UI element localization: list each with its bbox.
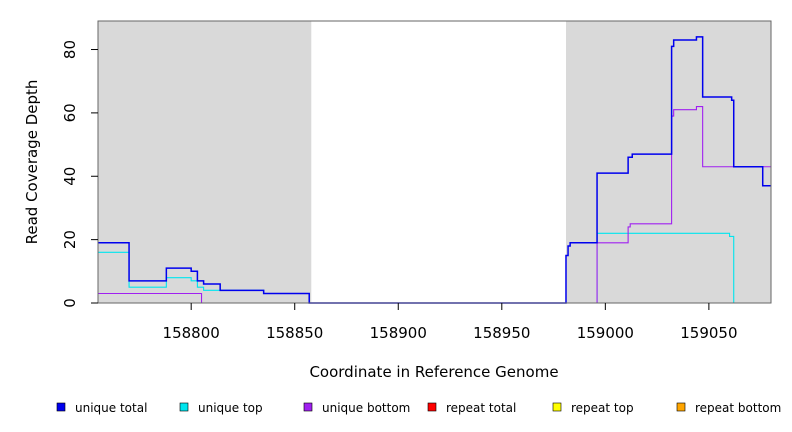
legend-item-repeat-bottom: repeat bottom (676, 401, 781, 415)
x-tick-label: 158800 (163, 324, 220, 342)
legend-label: repeat total (446, 401, 516, 415)
x-tick-label: 159050 (680, 324, 737, 342)
legend-item-unique-total: unique total (56, 401, 147, 415)
legend-item-unique-bottom: unique bottom (303, 401, 410, 415)
legend: unique total unique top unique bottom repea… (56, 401, 781, 415)
x-tick-label: 159000 (577, 324, 634, 342)
y-tick-label: 80 (61, 40, 79, 59)
y-tick-label: 20 (61, 230, 79, 249)
x-axis: 158800 158850 158900 158950 159000 159050 (163, 303, 738, 342)
legend-label: repeat top (571, 401, 634, 415)
legend-swatch (427, 402, 437, 412)
legend-label: repeat bottom (695, 401, 781, 415)
legend-swatch (303, 402, 313, 412)
legend-item-unique-top: unique top (179, 401, 263, 415)
legend-item-repeat-top: repeat top (552, 401, 634, 415)
shaded-regions (98, 21, 771, 303)
y-axis-title: Read Coverage Depth (23, 80, 41, 245)
x-tick-label: 158850 (266, 324, 323, 342)
series-line-unique-total (98, 36, 771, 304)
legend-swatch (676, 402, 686, 412)
x-tick-label: 158950 (473, 324, 530, 342)
legend-swatch (552, 402, 562, 412)
y-tick-label: 0 (61, 298, 79, 308)
legend-label: unique top (198, 401, 263, 415)
legend-swatch (56, 402, 66, 412)
y-tick-label: 60 (61, 103, 79, 122)
x-tick-label: 158900 (370, 324, 427, 342)
shaded-region-1 (98, 21, 312, 303)
legend-swatch (179, 402, 189, 412)
plot-frame (97, 20, 772, 304)
x-axis-title: Coordinate in Reference Genome (309, 363, 558, 381)
shaded-region-2 (565, 21, 771, 303)
legend-label: unique bottom (322, 401, 410, 415)
legend-item-repeat-total: repeat total (427, 401, 516, 415)
y-axis: 0 20 40 60 80 (61, 40, 98, 308)
legend-label: unique total (75, 401, 147, 415)
y-tick-label: 40 (61, 167, 79, 186)
